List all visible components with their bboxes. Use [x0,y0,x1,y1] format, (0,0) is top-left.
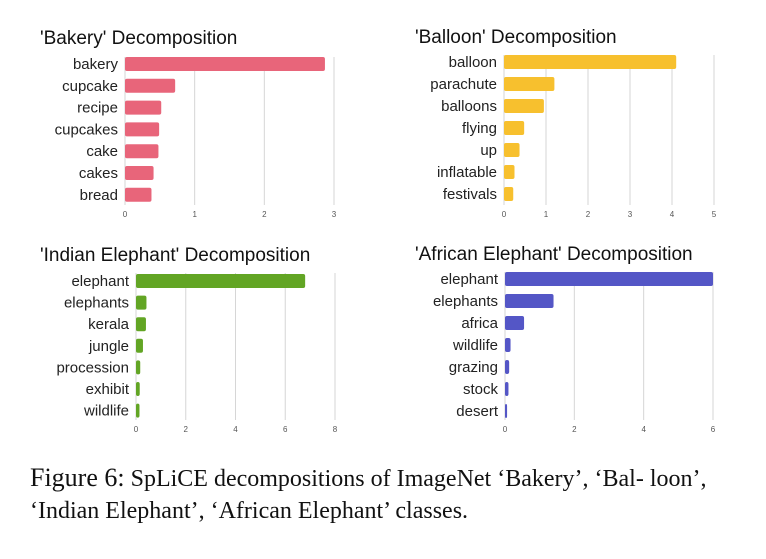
bar-desert [505,404,508,418]
category-label: stock [463,381,499,398]
category-label: recipe [77,100,118,117]
category-label: bakery [73,56,119,73]
caption-label: Figure 6: [30,463,125,492]
bar-grazing [505,360,510,374]
category-label: festivals [443,186,497,203]
bar-jungle [136,338,143,353]
tick-label: 0 [502,210,507,219]
bar-elephant [505,272,713,286]
bar-exhibit [136,382,140,396]
figure-caption: Figure 6: SpLiCE decompositions of Image… [30,462,750,527]
bar-cakes [125,166,154,180]
category-label: cupcake [62,78,118,95]
category-label: bread [80,187,118,204]
category-label: balloons [441,98,497,115]
bar-recipe [125,100,162,115]
caption-text: SpLiCE decompositions of ImageNet ‘Baker… [30,466,707,524]
bar-stock [505,382,509,396]
chart-2: 'Indian Elephant' Decomposition 0 2 4 6 8 elep… [40,245,338,434]
bar-cake [125,144,159,159]
bar-balloon [504,55,677,69]
chart-title: 'Balloon' Decomposition [415,27,617,48]
category-label: elephant [71,273,129,290]
tick-label: 1 [544,210,549,219]
category-label: kerala [88,316,130,333]
bar-balloons [504,99,544,113]
bar-elephants [505,294,554,308]
bar-bread [125,187,152,202]
bar-elephant [136,274,306,288]
category-label: wildlife [452,337,498,354]
category-label: africa [461,315,498,332]
category-label: cakes [79,165,118,182]
bar-cupcakes [125,122,160,137]
category-label: jungle [88,338,129,355]
category-label: inflatable [437,164,497,181]
category-label: procession [56,359,129,376]
category-label: wildlife [83,403,129,420]
tick-label: 2 [586,210,591,219]
category-label: flying [462,120,497,137]
chart-3: 'African Elephant' Decomposition 0 2 4 6 elep… [415,244,716,434]
tick-label: 8 [333,425,338,434]
bar-procession [136,360,141,375]
bar-parachute [504,77,555,91]
tick-label: 6 [283,425,288,434]
category-label: desert [456,403,499,420]
figure-charts: 'Bakery' Decomposition 0 1 2 3 bakery cupcake r… [40,27,717,434]
tick-label: 0 [134,425,139,434]
chart-title: 'Bakery' Decomposition [40,28,237,49]
bar-bakery [125,57,325,71]
tick-label: 2 [572,425,577,434]
tick-label: 0 [503,425,508,434]
category-label: cake [86,143,118,160]
tick-label: 1 [192,210,197,219]
category-label: elephant [440,271,498,288]
bar-elephants [136,295,147,310]
chart-title: 'African Elephant' Decomposition [415,244,693,265]
chart-1: 'Balloon' Decomposition 0 1 2 3 4 5 balloon para… [415,27,717,219]
bar-flying [504,121,525,135]
bar-africa [505,316,525,330]
bar-festivals [504,187,514,201]
category-label: elephants [64,295,129,312]
category-label: balloon [449,54,497,71]
bar-up [504,143,520,157]
tick-label: 6 [711,425,716,434]
chart-title: 'Indian Elephant' Decomposition [40,245,310,266]
category-label: exhibit [86,381,130,398]
bar-cupcake [125,78,176,93]
tick-label: 3 [628,210,633,219]
tick-label: 2 [184,425,189,434]
chart-0: 'Bakery' Decomposition 0 1 2 3 bakery cupcake r… [40,28,337,219]
tick-label: 3 [332,210,337,219]
category-label: parachute [430,76,497,93]
category-label: cupcakes [55,121,118,138]
category-label: elephants [433,293,498,310]
bar-wildlife [505,338,511,352]
tick-label: 4 [641,425,646,434]
tick-label: 2 [262,210,267,219]
bar-inflatable [504,165,515,179]
category-label: up [480,142,497,159]
tick-label: 4 [233,425,238,434]
bar-kerala [136,317,146,332]
tick-label: 5 [712,210,717,219]
bar-wildlife [136,403,140,418]
tick-label: 0 [123,210,128,219]
tick-label: 4 [670,210,675,219]
category-label: grazing [449,359,498,376]
